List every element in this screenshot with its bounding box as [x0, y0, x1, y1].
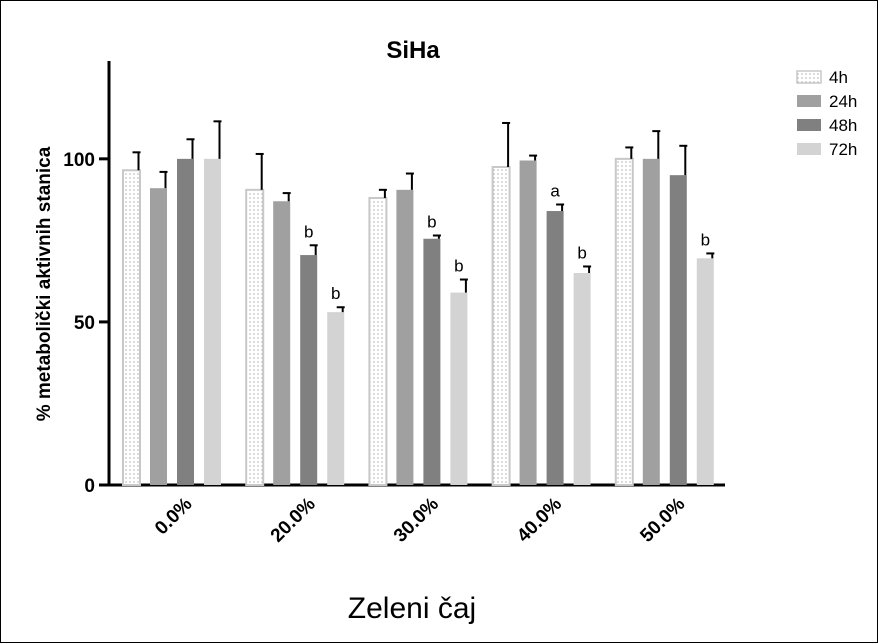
legend-label-72h: 72h — [829, 140, 857, 159]
legend-swatch-48h — [797, 119, 821, 131]
legend: 4h 24h 48h 72h — [796, 68, 857, 159]
significance-label: b — [701, 230, 710, 249]
bars-group: b b b b a b b — [122, 120, 715, 486]
bar-72h-20.0% — [327, 312, 345, 485]
legend-label-4h: 4h — [829, 68, 848, 87]
bar-48h-50.0% — [669, 175, 687, 485]
bar-24h-30.0% — [396, 189, 414, 486]
bar-48h-0.0% — [177, 158, 194, 485]
bar-48h-40.0% — [546, 211, 564, 485]
y-tick-label: 100 — [63, 150, 95, 171]
x-axis-label: Zeleni čaj — [348, 592, 476, 625]
significance-label: a — [550, 182, 560, 201]
significance-label: b — [454, 257, 463, 276]
x-tick-label: 50.0% — [636, 494, 689, 547]
legend-swatch-24h — [797, 95, 821, 107]
y-axis-label: % metabolički aktivnih stanica — [34, 146, 55, 421]
bar-4h-30.0% — [368, 196, 388, 486]
x-tick-label: 20.0% — [267, 494, 320, 547]
bar-4h-0.0% — [122, 169, 141, 486]
bar-72h-30.0% — [450, 292, 468, 485]
y-tick-label: 0 — [84, 476, 95, 497]
bar-72h-0.0% — [204, 158, 221, 485]
x-tick-label: 0.0% — [151, 494, 197, 540]
bar-24h-0.0% — [150, 188, 167, 485]
legend-swatch-4h — [796, 70, 822, 84]
significance-label: b — [577, 243, 586, 262]
bar-72h-40.0% — [573, 273, 591, 485]
bar-24h-50.0% — [642, 158, 660, 485]
x-tick-label: 40.0% — [513, 494, 566, 547]
y-tick-label: 50 — [74, 313, 95, 334]
significance-label: b — [427, 212, 436, 231]
bar-24h-40.0% — [519, 160, 537, 485]
significance-label: b — [304, 222, 313, 241]
legend-label-48h: 48h — [829, 116, 857, 135]
bar-48h-30.0% — [423, 238, 441, 485]
bar-4h-40.0% — [491, 166, 511, 486]
significance-label: b — [331, 284, 340, 303]
bar-4h-20.0% — [245, 188, 265, 486]
bar-4h-50.0% — [614, 157, 634, 486]
bar-24h-20.0% — [273, 201, 291, 485]
bar-72h-50.0% — [696, 258, 714, 485]
x-tick-label: 30.0% — [390, 494, 443, 547]
chart-title: SiHa — [386, 37, 440, 64]
legend-swatch-72h — [797, 143, 821, 155]
legend-label-24h: 24h — [829, 92, 857, 111]
bar-48h-20.0% — [300, 255, 318, 485]
